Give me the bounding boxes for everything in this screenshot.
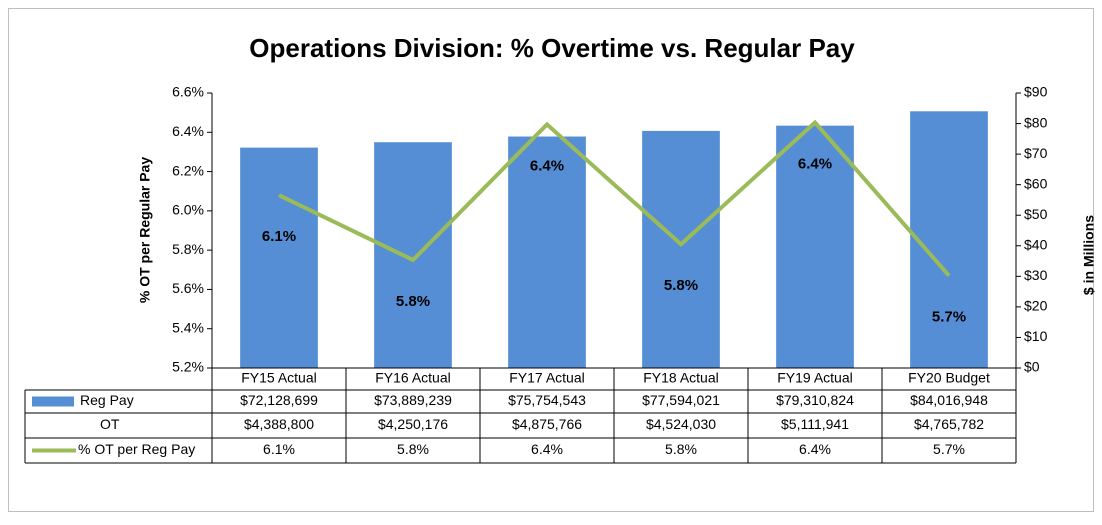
data-label: 6.1% [262,228,296,245]
y-tick-label: 5.2% [172,359,204,375]
y2-tick-label: $90 [1024,84,1048,100]
table-cell: 6.1% [263,441,295,457]
y2-tick-label: $30 [1024,267,1048,283]
bar [240,147,318,368]
y2-tick-label: $50 [1024,206,1048,222]
legend-label: Reg Pay [80,392,134,408]
x-tick-label: FY17 Actual [509,370,585,386]
line [278,119,951,277]
y-tick-label: 6.2% [172,162,204,178]
table-cell: $4,388,800 [244,416,314,432]
table-cell: $77,594,021 [642,392,720,408]
y2-tick-label: $40 [1024,236,1048,252]
table-cell: 6.4% [531,441,563,457]
bar [642,130,720,368]
y2-tick-label: $10 [1024,328,1048,344]
y-tick-label: 6.0% [172,202,204,218]
y-tick-label: 5.8% [172,241,204,257]
data-label: 5.7% [932,309,966,326]
y2-tick-label: $80 [1024,114,1048,130]
table-cell: $5,111,941 [781,416,849,432]
x-tick-label: FY15 Actual [241,370,317,386]
table-cell: $4,765,782 [914,416,984,432]
table-cell: $72,128,699 [240,392,318,408]
y2-tick-label: $70 [1024,145,1048,161]
bar [910,111,988,368]
data-label: 5.8% [396,293,430,310]
y-axis-title: % OT per Regular Pay [137,157,153,303]
bar [776,125,854,368]
bar [508,136,586,368]
table-cell: $79,310,824 [776,392,854,408]
table-cell: 5.7% [933,441,965,457]
legend-label: OT [100,416,120,432]
y-tick-label: 5.4% [172,319,204,335]
data-label: 6.4% [798,155,832,172]
chart-title: Operations Division: % Overtime vs. Regu… [249,33,855,63]
y-tick-label: 6.4% [172,123,204,139]
data-label: 6.4% [530,157,564,174]
table-cell: $4,250,176 [378,416,448,432]
bar [374,142,452,368]
legend-label: % OT per Reg Pay [78,441,195,457]
legend-key [32,396,74,407]
table-cell: $4,875,766 [512,416,582,432]
x-tick-label: FY16 Actual [375,370,451,386]
y2-axis-title: $ in Millions [1081,215,1097,295]
table-cell: 6.4% [799,441,831,457]
y2-tick-label: $0 [1024,359,1040,375]
table-cell: $75,754,543 [508,392,586,408]
table-cell: $84,016,948 [910,392,988,408]
y-tick-label: 6.6% [172,84,204,100]
x-tick-label: FY18 Actual [643,370,719,386]
y2-tick-label: $20 [1024,298,1048,314]
data-label: 5.8% [664,277,698,294]
x-tick-label: FY20 Budget [908,370,990,386]
y2-tick-label: $60 [1024,175,1048,191]
y-tick-label: 5.6% [172,280,204,296]
table-cell: $73,889,239 [374,392,452,408]
table-cell: 5.8% [665,441,697,457]
table-cell: $4,524,030 [646,416,716,432]
x-tick-label: FY19 Actual [777,370,853,386]
table-cell: 5.8% [397,441,429,457]
